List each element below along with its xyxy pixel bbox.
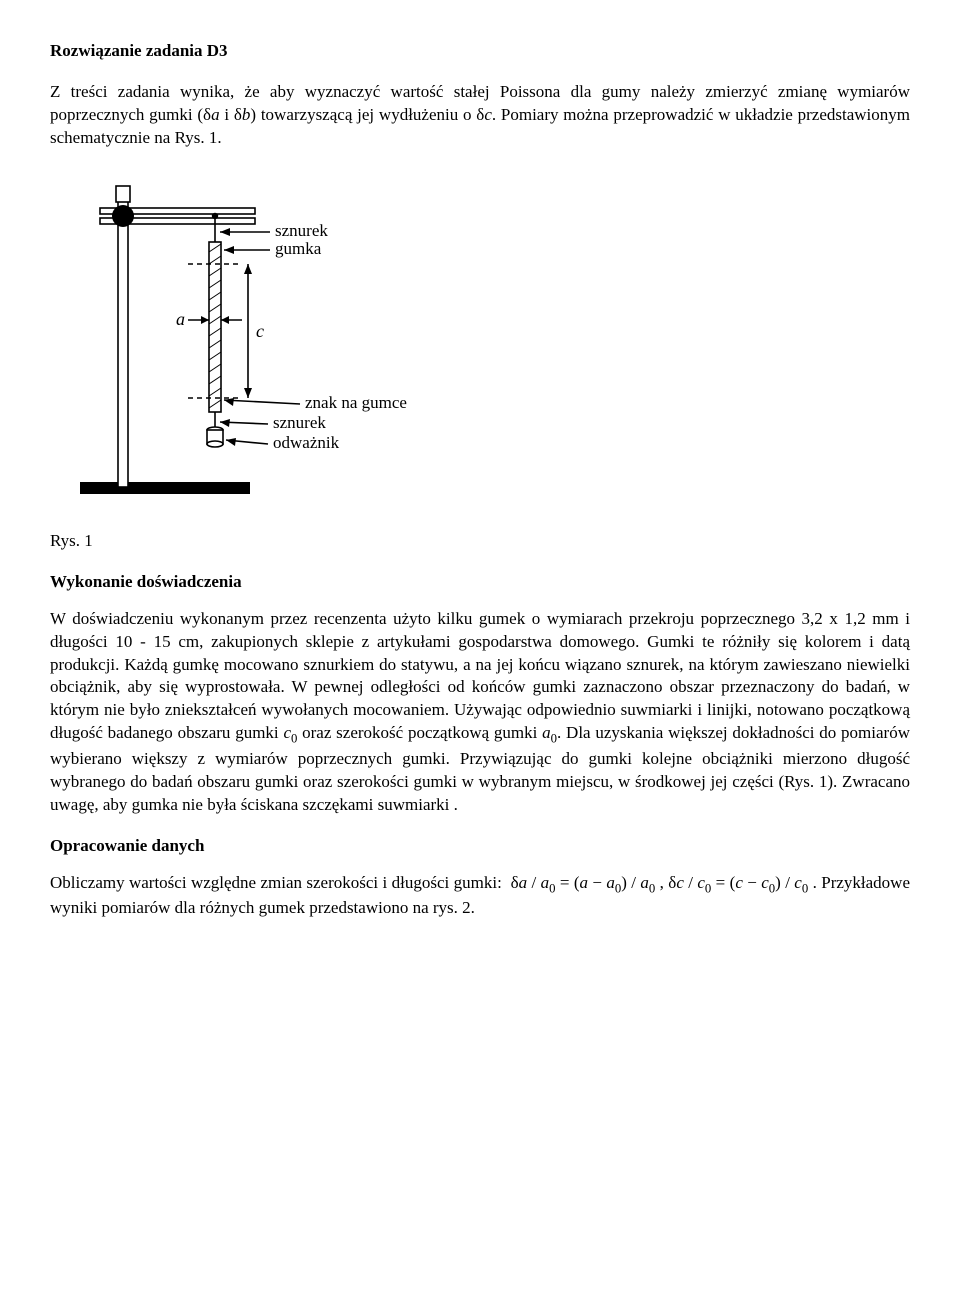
page-title: Rozwiązanie zadania D3 [50, 40, 910, 63]
intro-paragraph: Z treści zadania wynika, że aby wyznaczy… [50, 81, 910, 150]
section-1-body: W doświadczeniu wykonanym przez recenzen… [50, 608, 910, 817]
diagram-label-gumka: gumka [275, 239, 322, 258]
figure-1-diagram: sznurek gumka a c znak na gumce sznurek … [70, 172, 910, 512]
section-2-body: Obliczamy wartości względne zmian szerok… [50, 872, 910, 921]
figure-1-caption: Rys. 1 [50, 530, 910, 553]
diagram-label-odwaznik: odważnik [273, 433, 340, 452]
diagram-label-c: c [256, 321, 264, 341]
diagram-label-znak: znak na gumce [305, 393, 407, 412]
section-1-heading: Wykonanie doświadczenia [50, 571, 910, 594]
diagram-label-sznurek-bot: sznurek [273, 413, 326, 432]
diagram-label-sznurek-top: sznurek [275, 221, 328, 240]
section-2-heading: Opracowanie danych [50, 835, 910, 858]
diagram-label-a: a [176, 309, 185, 329]
